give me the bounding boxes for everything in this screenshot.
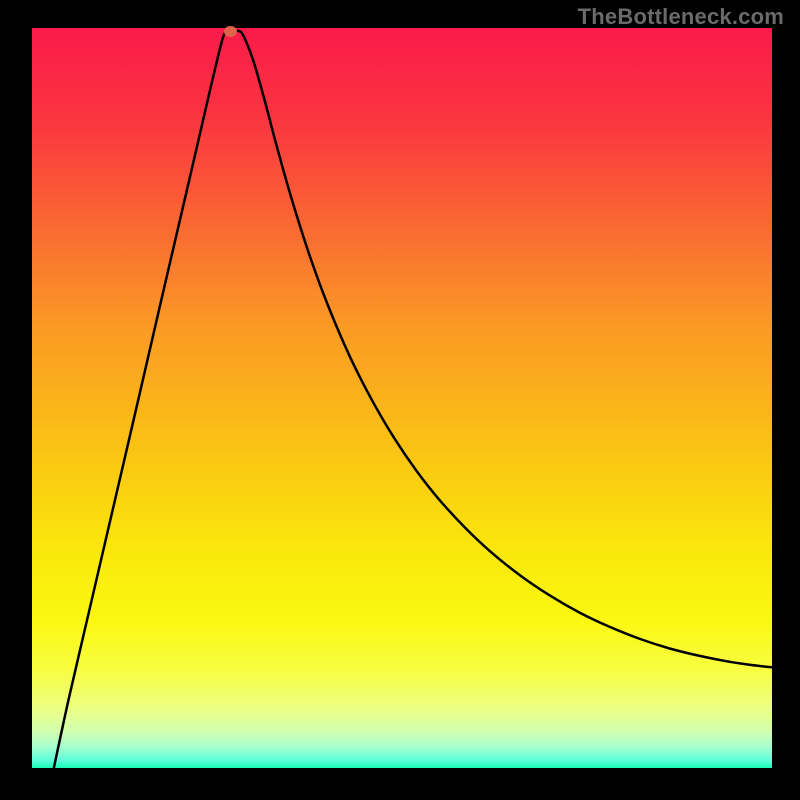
bottleneck-curve [54,31,772,768]
curve-svg [32,28,772,768]
watermark-text: TheBottleneck.com [578,4,784,30]
plot-area [32,28,772,768]
chart-stage: TheBottleneck.com [0,0,800,800]
minimum-marker [224,26,237,37]
